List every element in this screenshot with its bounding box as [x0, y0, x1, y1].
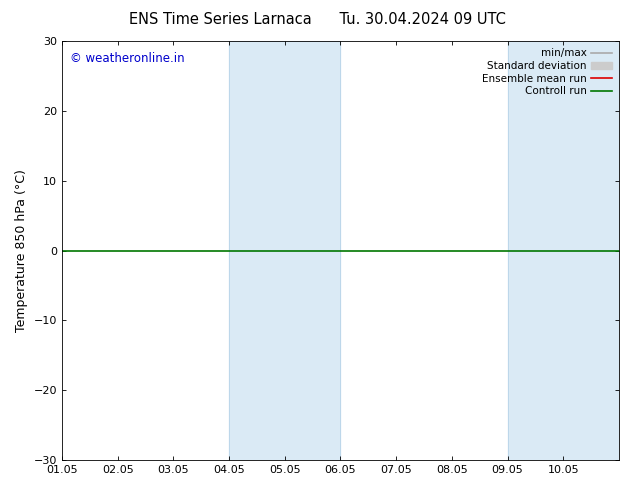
Y-axis label: Temperature 850 hPa (°C): Temperature 850 hPa (°C)	[15, 169, 28, 332]
Bar	[508, 41, 619, 460]
Text: © weatheronline.in: © weatheronline.in	[70, 51, 185, 65]
Text: ENS Time Series Larnaca      Tu. 30.04.2024 09 UTC: ENS Time Series Larnaca Tu. 30.04.2024 0…	[129, 12, 505, 27]
Bar	[229, 41, 340, 460]
Legend: min/max, Standard deviation, Ensemble mean run, Controll run: min/max, Standard deviation, Ensemble me…	[480, 46, 614, 98]
